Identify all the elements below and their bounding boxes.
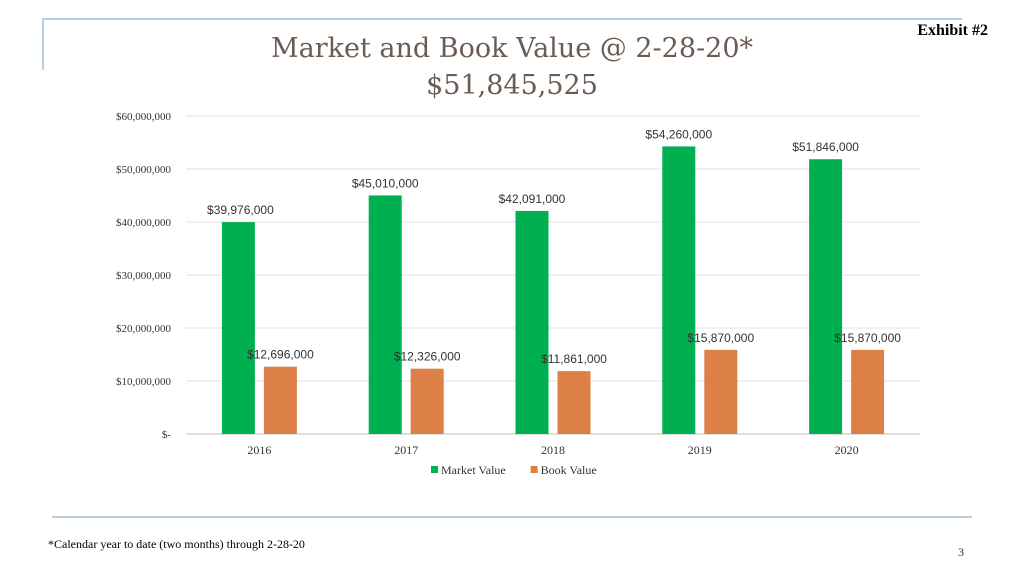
bar-market-value [662,146,696,434]
y-tick-label: $60,000,000 [116,111,172,123]
top-divider [42,18,962,20]
bar-market-value [221,222,255,434]
y-tick-label: $10,000,000 [116,376,172,388]
data-label: $42,091,000 [499,192,566,206]
data-label: $51,846,000 [792,140,859,154]
x-tick-label: 2017 [394,443,418,457]
y-tick-label: $50,000,000 [116,164,172,176]
x-tick-label: 2019 [688,443,712,457]
x-tick-label: 2020 [835,443,859,457]
legend-swatch [431,466,438,473]
bottom-divider [52,516,972,518]
left-accent-bar [42,18,44,70]
data-label: $45,010,000 [352,176,419,190]
legend-label: Market Value [441,463,506,477]
bar-book-value [410,368,444,434]
bar-book-value [263,366,297,434]
data-label: $12,696,000 [247,348,314,362]
data-label: $15,870,000 [834,331,901,345]
title-line-1: Market and Book Value @ 2-28-20* [271,33,753,64]
footnote: *Calendar year to date (two months) thro… [48,537,305,551]
y-tick-label: $- [162,429,172,441]
data-label: $15,870,000 [687,331,754,345]
bar-book-value [851,349,885,434]
bar-market-value [809,159,843,435]
exhibit-label: Exhibit #2 [917,22,988,39]
page-number: 3 [958,545,964,559]
y-tick-label: $20,000,000 [116,323,172,335]
bar-book-value [704,349,738,434]
y-tick-label: $40,000,000 [116,217,172,229]
legend-swatch [530,466,538,473]
bar-market-value [515,210,549,434]
y-tick-label: $30,000,000 [116,270,172,282]
chart-title: Market and Book Value @ 2-28-20* $51,845… [200,30,824,104]
x-tick-label: 2016 [247,443,271,457]
bar-market-value [368,195,402,434]
x-tick-label: 2018 [541,443,565,457]
legend-label: Book Value [541,463,597,477]
data-label: $12,326,000 [394,350,461,364]
title-line-2: $51,845,525 [426,70,598,101]
bar-chart: $- $10,000,000 $20,000,000 $30,000,000 $40,0… [116,111,920,477]
bar-book-value [557,371,591,434]
data-label: $39,976,000 [207,203,274,217]
data-label: $11,861,000 [541,352,607,366]
data-label: $54,260,000 [645,127,712,141]
